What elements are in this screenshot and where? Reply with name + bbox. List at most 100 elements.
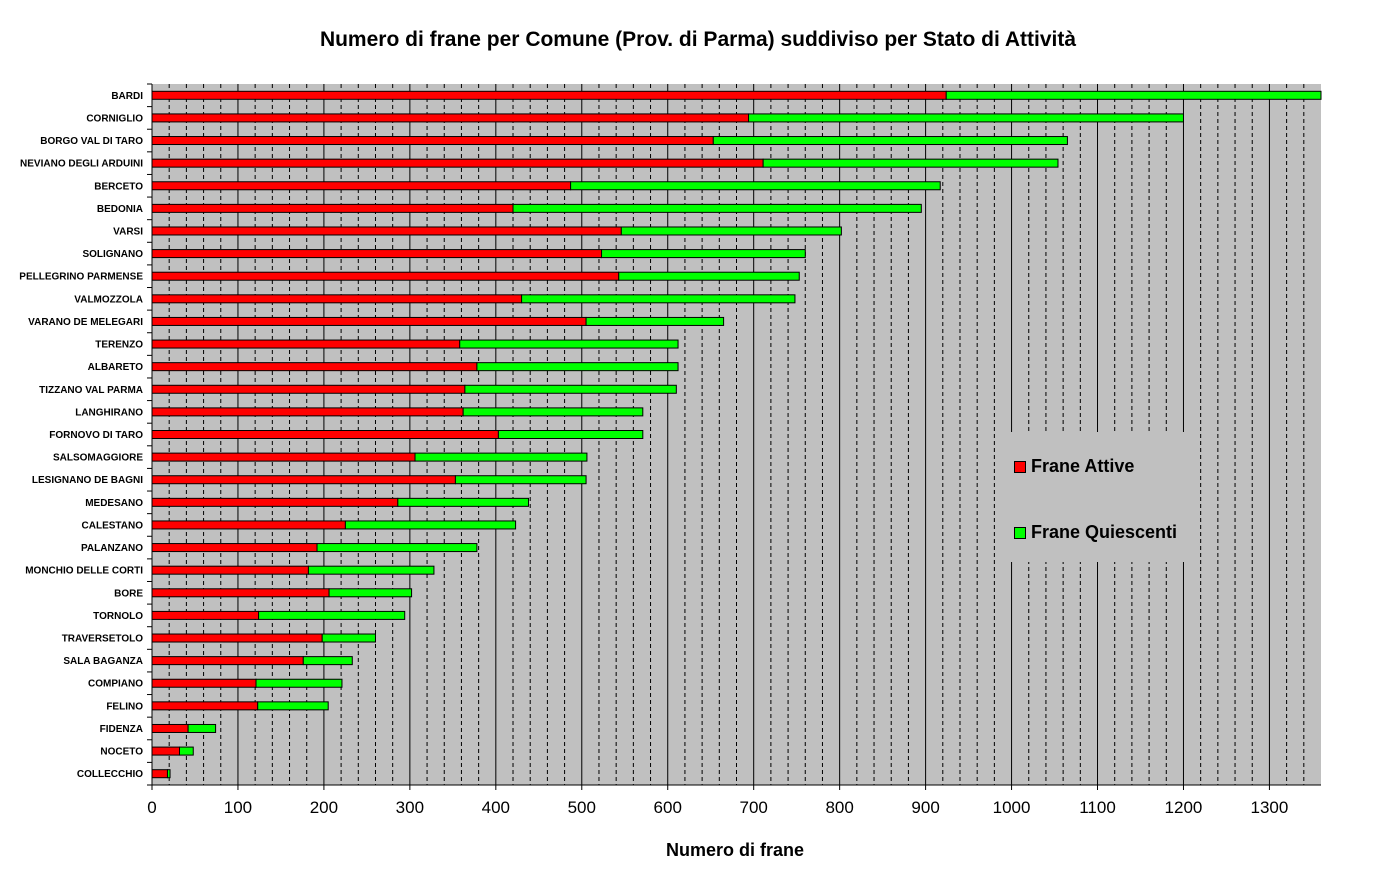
bar-quiescenti (255, 678, 343, 688)
category-label: FIDENZA (100, 724, 143, 735)
category-label: TERENZO (95, 340, 143, 351)
x-tick-label: 600 (654, 798, 682, 817)
x-tick-label: 900 (911, 798, 939, 817)
category-label: ALBARETO (88, 362, 144, 373)
bar-attive (151, 384, 466, 394)
bar-quiescenti (618, 271, 800, 281)
bar-attive (151, 362, 478, 372)
legend-item-quiescenti: Frane Quiescenti (1014, 522, 1177, 543)
bar-attive (151, 701, 259, 711)
category-label: SOLIGNANO (82, 249, 143, 260)
bar-attive (151, 588, 330, 598)
bar-quiescenti (459, 339, 679, 349)
category-label: FORNOVO DI TARO (49, 430, 143, 441)
bar-attive (151, 203, 514, 213)
bar-attive (151, 452, 416, 462)
bar-quiescenti (748, 113, 1184, 123)
legend-label-attive: Frane Attive (1031, 456, 1135, 476)
bar-attive (151, 294, 523, 304)
category-label: NEVIANO DEGLI ARDUINI (20, 159, 143, 170)
category-label: FELINO (106, 701, 143, 712)
category-label: MEDESANO (85, 498, 143, 509)
legend-swatch-attive (1014, 460, 1026, 473)
legend-swatch-quiescenti (1014, 526, 1026, 539)
bar-quiescenti (585, 316, 725, 326)
bar-attive (151, 339, 461, 349)
bar-quiescenti (712, 136, 1068, 146)
category-label: NOCETO (100, 747, 143, 758)
category-label: VARSI (113, 226, 143, 237)
bar-quiescenti (316, 543, 478, 553)
legend: Frane Attive Frane Quiescenti (998, 432, 1188, 562)
bar-quiescenti (570, 181, 941, 191)
category-label: VALMOZZOLA (74, 294, 143, 305)
bar-attive (151, 543, 318, 553)
category-label: LANGHIRANO (75, 407, 143, 418)
bar-quiescenti (462, 407, 644, 417)
category-label: PELLEGRINO PARMENSE (19, 272, 143, 283)
bar-quiescenti (258, 610, 406, 620)
category-label: SALA BAGANZA (63, 656, 143, 667)
bar-quiescenti (307, 565, 435, 575)
bar-attive (151, 90, 947, 100)
bar-attive (151, 610, 260, 620)
bar-quiescenti (497, 430, 644, 439)
bar-quiescenti (762, 158, 1059, 168)
bar-attive (151, 407, 464, 417)
x-tick-label: 1100 (1079, 798, 1116, 817)
x-tick-label: 1000 (993, 798, 1031, 817)
bar-attive (151, 316, 587, 326)
bar-attive (151, 769, 168, 779)
category-label: BORGO VAL DI TARO (40, 136, 143, 147)
bar-attive (151, 656, 304, 666)
bar-attive (151, 633, 323, 643)
x-tick-label: 500 (568, 798, 596, 817)
bar-attive (151, 271, 620, 281)
x-tick-label: 200 (310, 798, 338, 817)
x-tick-label: 700 (740, 798, 768, 817)
category-label: COMPIANO (88, 679, 143, 690)
chart-title: Numero di frane per Comune (Prov. di Par… (319, 28, 1077, 51)
x-tick-label: 0 (147, 798, 156, 817)
x-tick-label: 1200 (1165, 798, 1203, 817)
bar-quiescenti (464, 384, 677, 394)
bar-quiescenti (179, 746, 194, 756)
bar-quiescenti (257, 701, 329, 711)
bar-quiescenti (414, 452, 588, 462)
bar-attive (151, 497, 399, 507)
category-label: BERCETO (94, 181, 143, 192)
x-tick-label: 400 (482, 798, 510, 817)
category-label: CALESTANO (82, 520, 144, 531)
category-label: COLLECCHIO (77, 769, 143, 780)
category-label: VARANO DE MELEGARI (28, 317, 143, 328)
bar-quiescenti (945, 90, 1322, 100)
category-label: LESIGNANO DE BAGNI (32, 475, 143, 486)
bar-quiescenti (620, 226, 842, 236)
bar-quiescenti (454, 475, 587, 485)
category-label: TORNOLO (93, 611, 143, 622)
bar-attive (151, 226, 622, 236)
bar-attive (151, 430, 499, 439)
bar-quiescenti (328, 588, 413, 598)
bar-quiescenti (521, 294, 796, 304)
bar-quiescenti (344, 520, 517, 530)
category-label: SALSOMAGGIORE (53, 453, 143, 464)
bar-quiescenti (476, 362, 679, 372)
bar-quiescenti (397, 497, 529, 507)
x-tick-label: 300 (396, 798, 424, 817)
bar-attive (151, 158, 764, 168)
category-label: BARDI (111, 91, 143, 102)
x-tick-label: 1300 (1251, 798, 1289, 817)
bar-quiescenti (321, 633, 376, 643)
bar-attive (151, 746, 181, 756)
legend-label-quiescenti: Frane Quiescenti (1031, 522, 1178, 542)
x-tick-label: 100 (224, 798, 252, 817)
bar-quiescenti (601, 249, 806, 259)
bar-attive (151, 136, 714, 146)
category-label: BORE (114, 588, 143, 599)
bar-quiescenti (187, 723, 217, 733)
bar-quiescenti (166, 769, 171, 779)
category-label: TIZZANO VAL PARMA (39, 385, 143, 396)
category-label: TRAVERSETOLO (62, 634, 144, 645)
bar-attive (151, 181, 572, 191)
